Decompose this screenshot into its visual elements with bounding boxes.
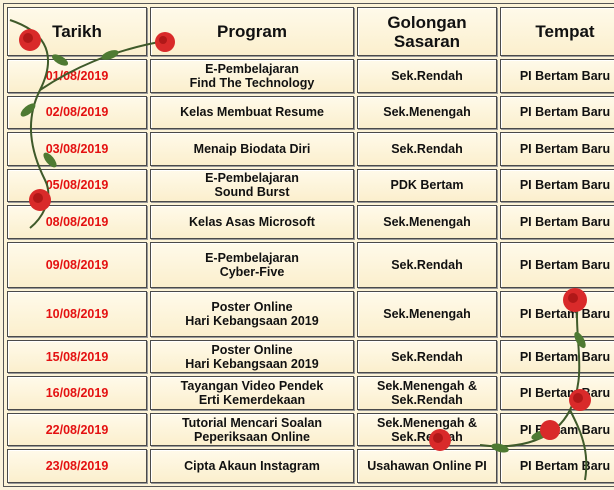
header-program: Program [150,7,354,56]
table-row: 16/08/2019 Tayangan Video Pendek Erti Kem… [7,376,614,410]
program-cell: Poster Online Hari Kebangsaan 2019 [150,339,354,374]
place-cell: PI Bertam Baru [500,412,614,447]
table-row: 03/08/2019 Menaip Biodata Diri Sek.Rendah P… [7,132,614,166]
program-cell: E-Pembelajaran Cyber-Five [150,241,354,288]
place-cell: PI Bertam Baru [500,241,614,288]
target-group-cell: Sek.Rendah [357,241,497,288]
target-group-cell: Sek.Rendah [357,59,497,93]
place-cell: PI Bertam Baru [500,290,614,337]
program-cell: Tayangan Video Pendek Erti Kemerdekaan [150,376,354,410]
schedule-table: Tarikh Program Golongan Sasaran Tempat 0… [3,3,614,487]
table-row: 23/08/2019 Cipta Akaun Instagram Usahawan … [7,449,614,483]
program-cell: Kelas Membuat Resume [150,95,354,130]
program-cell: Menaip Biodata Diri [150,132,354,166]
program-cell: Tutorial Mencari Soalan Peperiksaan Onli… [150,412,354,447]
table-row: 10/08/2019 Poster Online Hari Kebangsaan … [7,290,614,337]
header-row: Tarikh Program Golongan Sasaran Tempat [7,7,614,56]
target-group-cell: Sek.Menengah [357,205,497,239]
header-place: Tempat [500,7,614,56]
place-cell: PI Bertam Baru [500,59,614,93]
date-cell: 10/08/2019 [7,290,147,337]
date-cell: 23/08/2019 [7,449,147,483]
table-row: 05/08/2019 E-Pembelajaran Sound Burst PDK … [7,168,614,203]
place-cell: PI Bertam Baru [500,132,614,166]
date-cell: 02/08/2019 [7,95,147,130]
target-group-cell: Sek.Rendah [357,132,497,166]
date-cell: 03/08/2019 [7,132,147,166]
place-cell: PI Bertam Baru [500,205,614,239]
target-group-cell: PDK Bertam [357,168,497,203]
program-cell: Cipta Akaun Instagram [150,449,354,483]
table-row: 22/08/2019 Tutorial Mencari Soalan Peperi… [7,412,614,447]
place-cell: PI Bertam Baru [500,339,614,374]
target-group-cell: Usahawan Online PI [357,449,497,483]
date-cell: 15/08/2019 [7,339,147,374]
program-cell: E-Pembelajaran Sound Burst [150,168,354,203]
target-group-cell: Sek.Menengah & Sek.Rendah [357,376,497,410]
target-group-cell: Sek.Menengah [357,95,497,130]
place-cell: PI Bertam Baru [500,376,614,410]
table-row: 08/08/2019 Kelas Asas Microsoft Sek.Meneng… [7,205,614,239]
program-cell: Kelas Asas Microsoft [150,205,354,239]
date-cell: 09/08/2019 [7,241,147,288]
program-cell: Poster Online Hari Kebangsaan 2019 [150,290,354,337]
target-group-cell: Sek.Menengah [357,290,497,337]
header-target-group: Golongan Sasaran [357,7,497,56]
date-cell: 16/08/2019 [7,376,147,410]
table-row: 02/08/2019 Kelas Membuat Resume Sek.Meneng… [7,95,614,130]
date-cell: 01/08/2019 [7,59,147,93]
target-group-cell: Sek.Rendah [357,339,497,374]
program-cell: E-Pembelajaran Find The Technology [150,59,354,93]
target-group-cell: Sek.Menengah & Sek.Rendah [357,412,497,447]
date-cell: 05/08/2019 [7,168,147,203]
table-row: 01/08/2019 E-Pembelajaran Find The Techno… [7,59,614,93]
place-cell: PI Bertam Baru [500,449,614,483]
table-row: 15/08/2019 Poster Online Hari Kebangsaan … [7,339,614,374]
place-cell: PI Bertam Baru [500,168,614,203]
date-cell: 08/08/2019 [7,205,147,239]
header-date: Tarikh [7,7,147,56]
place-cell: PI Bertam Baru [500,95,614,130]
table-row: 09/08/2019 E-Pembelajaran Cyber-Five Sek.R… [7,241,614,288]
date-cell: 22/08/2019 [7,412,147,447]
